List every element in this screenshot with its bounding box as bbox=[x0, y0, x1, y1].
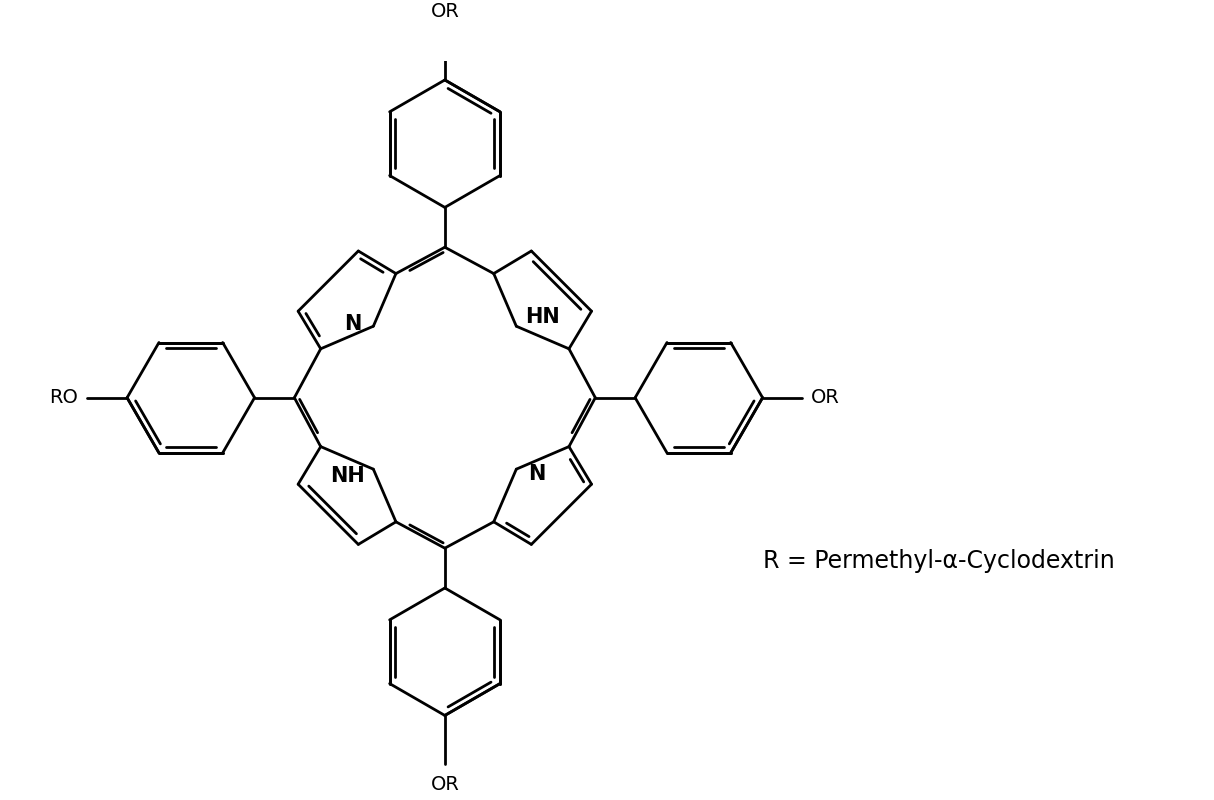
Text: HN: HN bbox=[526, 307, 560, 327]
Text: R = Permethyl-α-Cyclodextrin: R = Permethyl-α-Cyclodextrin bbox=[764, 550, 1116, 574]
Text: RO: RO bbox=[50, 388, 79, 407]
Text: N: N bbox=[528, 463, 545, 483]
Text: N: N bbox=[345, 314, 362, 334]
Text: OR: OR bbox=[431, 2, 459, 21]
Text: OR: OR bbox=[811, 388, 840, 407]
Text: OR: OR bbox=[431, 774, 459, 794]
Text: NH: NH bbox=[330, 466, 364, 486]
